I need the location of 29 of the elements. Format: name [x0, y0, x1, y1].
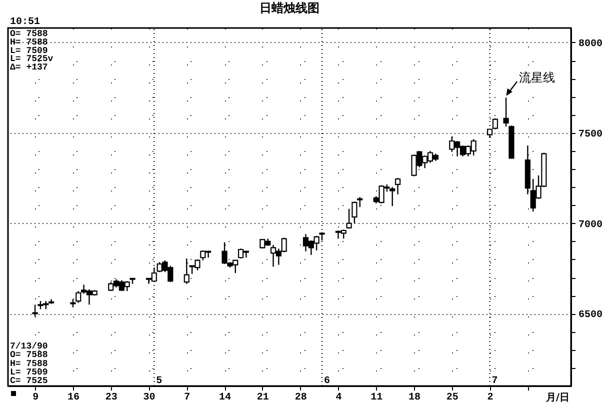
x-tick-label: 14 — [219, 392, 232, 404]
candlestick — [390, 186, 396, 207]
x-tick-label: 9 — [32, 392, 39, 404]
x-tick-label: 30 — [143, 392, 156, 404]
x-tick-label: 7 — [184, 392, 190, 404]
x-tick-label: 21 — [256, 392, 269, 404]
x-axis-title: 月/日 — [544, 392, 570, 404]
y-tick-label: 7000 — [578, 220, 603, 231]
x-tick-label: 4 — [336, 392, 342, 404]
x-tick-label: 11 — [370, 392, 383, 404]
annotation: 7/13/90 O= 7588 H= 7588 L= 7509 C= 7525 — [10, 342, 48, 386]
annotation: 流星线 — [519, 70, 556, 85]
ref-line-label: 5 — [156, 376, 162, 387]
y-tick-label: 7500 — [578, 129, 603, 140]
candlestick — [394, 177, 401, 195]
x-tick-label: 2 — [487, 392, 494, 404]
x-tick-label: 18 — [408, 392, 421, 404]
x-tick-label: 16 — [67, 392, 80, 404]
x-tick-label: 28 — [294, 392, 307, 404]
text: 10:51 — [10, 17, 40, 28]
x-tick-label: 25 — [446, 392, 458, 404]
y-tick-label: 8000 — [578, 38, 603, 50]
ref-line-label: 7 — [492, 376, 498, 387]
candlestick — [503, 97, 509, 128]
x-tick-label: 23 — [105, 392, 118, 404]
y-tick-label: 6500 — [578, 310, 603, 322]
ref-line-label: 6 — [324, 376, 330, 387]
annotation: O= 7588 H= 7588 L= 7509 L= 7525v Δ= +137 — [10, 29, 54, 73]
chart-title: 日蜡烛线图 — [260, 1, 320, 15]
